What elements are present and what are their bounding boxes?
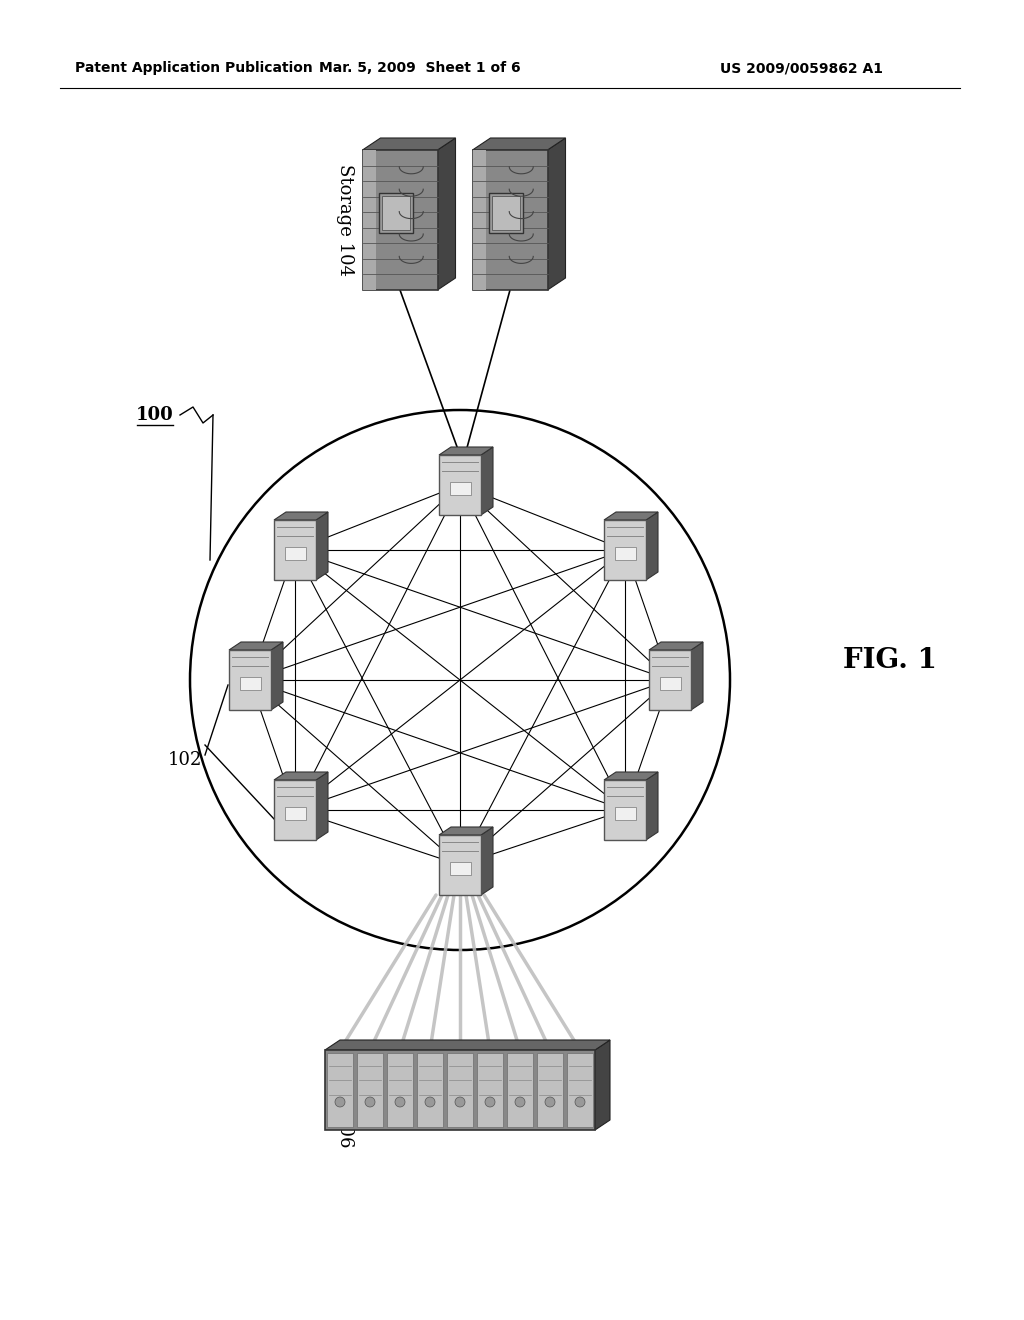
Bar — [450, 862, 470, 875]
Polygon shape — [271, 642, 283, 710]
Polygon shape — [646, 512, 658, 579]
Polygon shape — [439, 828, 493, 836]
Bar — [387, 1053, 413, 1127]
Text: 100: 100 — [136, 407, 174, 424]
Bar — [537, 1053, 563, 1127]
Bar — [439, 455, 481, 515]
Bar — [285, 546, 305, 560]
Bar — [567, 1053, 593, 1127]
Bar — [450, 482, 470, 495]
Bar — [325, 1049, 595, 1130]
Bar — [362, 150, 376, 290]
Polygon shape — [229, 642, 283, 649]
Polygon shape — [604, 512, 658, 520]
Bar — [604, 520, 646, 579]
Bar — [493, 197, 520, 230]
Circle shape — [515, 1097, 525, 1107]
Polygon shape — [691, 642, 703, 710]
Polygon shape — [646, 772, 658, 840]
Text: US 2009/0059862 A1: US 2009/0059862 A1 — [720, 61, 883, 75]
Circle shape — [365, 1097, 375, 1107]
Bar — [240, 677, 260, 690]
Polygon shape — [274, 512, 328, 520]
Bar — [229, 649, 271, 710]
Polygon shape — [472, 139, 565, 150]
Text: Patent Application Publication: Patent Application Publication — [75, 61, 312, 75]
Text: Storage 104: Storage 104 — [336, 164, 354, 276]
Polygon shape — [274, 772, 328, 780]
Polygon shape — [595, 1040, 610, 1130]
Polygon shape — [437, 139, 456, 290]
Bar — [614, 807, 636, 820]
Circle shape — [395, 1097, 406, 1107]
Polygon shape — [316, 512, 328, 579]
Polygon shape — [439, 447, 493, 455]
Circle shape — [335, 1097, 345, 1107]
Circle shape — [545, 1097, 555, 1107]
Polygon shape — [481, 447, 493, 515]
Text: 102: 102 — [168, 751, 202, 770]
Bar — [382, 197, 411, 230]
Circle shape — [425, 1097, 435, 1107]
Bar — [285, 807, 305, 820]
Bar — [362, 150, 437, 290]
Bar — [274, 520, 316, 579]
Polygon shape — [325, 1040, 610, 1049]
Polygon shape — [548, 139, 565, 290]
Polygon shape — [316, 772, 328, 840]
Bar — [614, 546, 636, 560]
Bar — [439, 836, 481, 895]
Circle shape — [575, 1097, 585, 1107]
Bar — [659, 677, 681, 690]
Bar — [274, 780, 316, 840]
Bar — [472, 150, 486, 290]
Polygon shape — [481, 828, 493, 895]
Polygon shape — [604, 772, 658, 780]
Bar — [477, 1053, 503, 1127]
Bar — [417, 1053, 443, 1127]
Polygon shape — [649, 642, 703, 649]
Polygon shape — [362, 139, 456, 150]
Bar — [507, 1053, 534, 1127]
Text: Clients 106: Clients 106 — [336, 1043, 354, 1147]
Bar — [447, 1053, 473, 1127]
Bar — [472, 150, 548, 290]
Bar — [357, 1053, 383, 1127]
Text: Mar. 5, 2009  Sheet 1 of 6: Mar. 5, 2009 Sheet 1 of 6 — [319, 61, 521, 75]
Circle shape — [485, 1097, 495, 1107]
Bar — [489, 194, 523, 232]
Bar — [327, 1053, 353, 1127]
Bar — [379, 194, 413, 232]
Bar — [604, 780, 646, 840]
Text: FIG. 1: FIG. 1 — [843, 647, 937, 673]
Bar — [649, 649, 691, 710]
Circle shape — [455, 1097, 465, 1107]
